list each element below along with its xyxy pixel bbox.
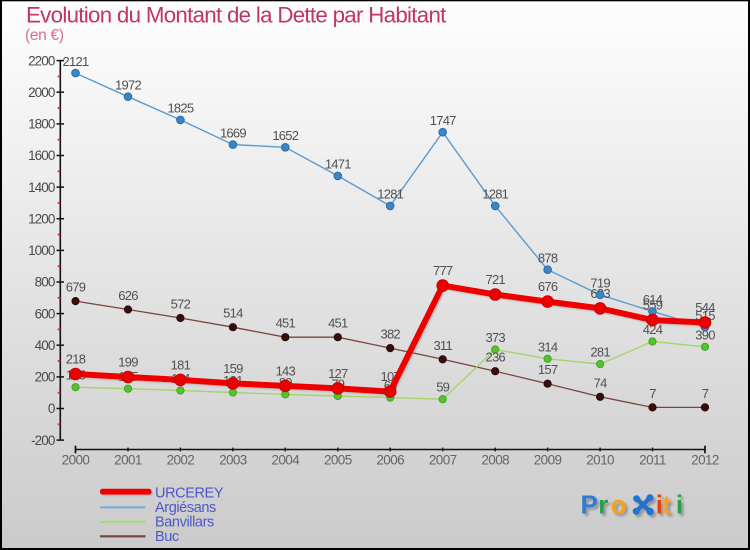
svg-text:1600: 1600 <box>28 148 55 163</box>
svg-text:878: 878 <box>538 251 558 266</box>
svg-text:451: 451 <box>328 316 348 331</box>
svg-text:74: 74 <box>594 375 607 390</box>
svg-text:143: 143 <box>276 363 296 378</box>
svg-text:2004: 2004 <box>271 453 300 468</box>
svg-text:Argiésans: Argiésans <box>155 500 216 516</box>
svg-text:390: 390 <box>695 327 715 342</box>
svg-text:1471: 1471 <box>325 157 351 172</box>
svg-text:1669: 1669 <box>220 125 246 140</box>
svg-text:2006: 2006 <box>376 453 404 468</box>
svg-text:127: 127 <box>328 366 348 381</box>
svg-text:7: 7 <box>702 386 709 401</box>
svg-text:URCEREY: URCEREY <box>155 486 224 502</box>
svg-text:721: 721 <box>485 272 505 287</box>
svg-text:0: 0 <box>48 401 55 416</box>
svg-text:400: 400 <box>35 338 55 353</box>
svg-text:157: 157 <box>538 362 558 377</box>
svg-text:Buc: Buc <box>155 529 179 545</box>
svg-text:626: 626 <box>118 288 138 303</box>
svg-text:2012: 2012 <box>691 453 719 468</box>
svg-text:1281: 1281 <box>482 187 508 202</box>
svg-text:2001: 2001 <box>114 453 142 468</box>
svg-text:314: 314 <box>538 339 558 354</box>
svg-text:2011: 2011 <box>639 453 666 468</box>
svg-text:1200: 1200 <box>28 211 55 226</box>
svg-text:559: 559 <box>643 298 663 313</box>
svg-text:544: 544 <box>695 300 715 315</box>
svg-text:181: 181 <box>171 357 191 372</box>
svg-text:Banvillars: Banvillars <box>155 515 214 531</box>
svg-text:382: 382 <box>380 327 400 342</box>
svg-text:2005: 2005 <box>324 453 352 468</box>
svg-text:1400: 1400 <box>28 180 55 195</box>
svg-text:199: 199 <box>118 355 138 370</box>
svg-text:777: 777 <box>433 263 453 278</box>
svg-text:t: t <box>662 490 671 520</box>
svg-text:800: 800 <box>35 275 55 290</box>
svg-text:236: 236 <box>485 350 505 365</box>
svg-text:i: i <box>676 490 683 520</box>
svg-text:o: o <box>611 490 627 520</box>
svg-text:159: 159 <box>223 361 243 376</box>
svg-text:719: 719 <box>590 276 610 291</box>
svg-text:2000: 2000 <box>62 453 90 468</box>
svg-text:Evolution du Montant de la Det: Evolution du Montant de la Dette par Hab… <box>26 3 447 28</box>
svg-text:679: 679 <box>66 280 86 295</box>
svg-text:614: 614 <box>643 292 663 307</box>
svg-text:2003: 2003 <box>219 453 247 468</box>
svg-text:1000: 1000 <box>28 243 55 258</box>
svg-text:7: 7 <box>649 386 656 401</box>
svg-text:1972: 1972 <box>115 78 141 93</box>
svg-text:373: 373 <box>485 330 505 345</box>
svg-text:2008: 2008 <box>481 453 509 468</box>
svg-text:424: 424 <box>643 322 663 337</box>
svg-text:2200: 2200 <box>28 53 55 68</box>
svg-text:1825: 1825 <box>167 101 193 116</box>
svg-text:600: 600 <box>35 306 55 321</box>
svg-text:59: 59 <box>436 380 449 395</box>
svg-text:572: 572 <box>171 297 191 312</box>
svg-text:676: 676 <box>538 279 558 294</box>
svg-text:1800: 1800 <box>28 117 55 132</box>
svg-text:2000: 2000 <box>28 85 55 100</box>
svg-text:281: 281 <box>590 345 610 360</box>
svg-text:2007: 2007 <box>429 453 457 468</box>
svg-text:-200: -200 <box>31 433 55 448</box>
svg-text:451: 451 <box>276 316 296 331</box>
svg-text:200: 200 <box>35 370 55 385</box>
svg-text:r: r <box>598 490 608 520</box>
svg-text:P: P <box>581 490 598 520</box>
svg-text:2121: 2121 <box>63 54 89 69</box>
svg-text:311: 311 <box>433 338 452 353</box>
svg-text:2002: 2002 <box>167 453 195 468</box>
svg-text:514: 514 <box>223 306 243 321</box>
svg-text:(en €): (en €) <box>25 27 64 44</box>
svg-text:2009: 2009 <box>534 453 562 468</box>
svg-text:218: 218 <box>66 352 86 367</box>
svg-text:i: i <box>656 490 663 520</box>
svg-text:2010: 2010 <box>586 453 614 468</box>
svg-text:1281: 1281 <box>377 187 403 202</box>
svg-text:1652: 1652 <box>272 128 298 143</box>
svg-text:1747: 1747 <box>430 113 456 128</box>
